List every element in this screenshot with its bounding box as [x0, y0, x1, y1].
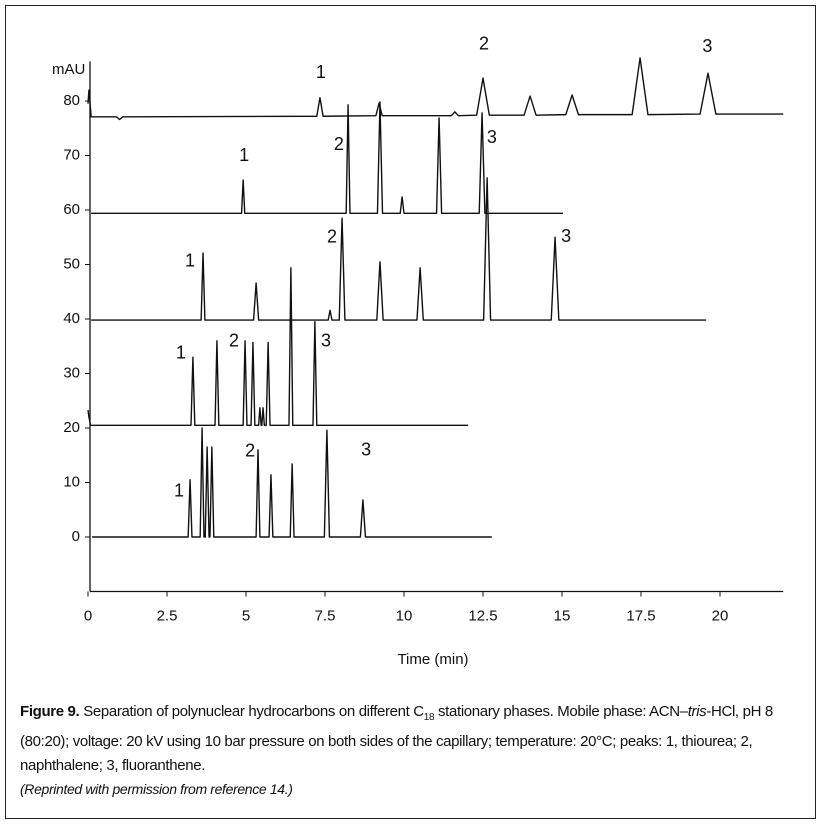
- chromatogram-trace: [91, 101, 563, 214]
- peak-label: 1: [316, 62, 326, 82]
- x-axis-label: Time (min): [397, 651, 468, 668]
- caption: Figure 9. Separation of polynuclear hydr…: [20, 700, 810, 800]
- y-tick-label: 20: [63, 419, 80, 436]
- x-tick-label: 10: [396, 607, 413, 624]
- caption-text: Separation of polynuclear hydrocarbons o…: [83, 703, 424, 720]
- peak-label: 2: [479, 34, 489, 54]
- y-tick-label: 50: [63, 255, 80, 272]
- peak-label: 2: [327, 227, 337, 247]
- x-tick-label: 5: [242, 607, 250, 624]
- figure-frame: [5, 5, 816, 819]
- peak-label: 3: [561, 226, 571, 246]
- caption-italic: tris: [687, 703, 707, 720]
- peak-label: 1: [185, 251, 195, 271]
- chart: mAU Time (min) 0 10 20 30 40 50 60 70 80 0 2.5 5 7.5…: [52, 34, 784, 668]
- y-tick-label: 80: [63, 92, 80, 109]
- caption-label: Figure 9.: [20, 703, 80, 720]
- caption-text: stationary phases. Mobile phase: ACN–: [434, 703, 688, 720]
- caption-credit: (Reprinted with permission from referenc…: [20, 781, 293, 797]
- caption-text: -HCl, pH 8 (80:20); voltage: 20 kV using…: [20, 703, 773, 774]
- x-tick-label: 7.5: [315, 607, 336, 624]
- y-axis-label: mAU: [52, 61, 85, 78]
- x-tick-label: 0: [84, 607, 92, 624]
- x-tick-label: 2.5: [157, 607, 178, 624]
- caption-subscript: 18: [423, 712, 435, 723]
- x-tick-label: 20: [712, 607, 729, 624]
- peak-label: 2: [229, 331, 239, 351]
- y-tick-label: 30: [63, 364, 80, 381]
- peak-label: 3: [487, 127, 497, 147]
- y-tick-label: 10: [63, 473, 80, 490]
- y-tick-label: 40: [63, 310, 80, 327]
- peak-label: 1: [174, 481, 184, 501]
- peak-label: 2: [245, 441, 255, 461]
- chromatogram-trace: [87, 57, 784, 121]
- chromatogram-trace: [92, 427, 492, 538]
- y-tick-label: 60: [63, 201, 80, 218]
- y-tick-label: 0: [72, 528, 80, 545]
- x-tick-label: 12.5: [468, 607, 497, 624]
- peak-label: 3: [702, 36, 712, 56]
- y-tick-label: 70: [63, 146, 80, 163]
- chromatogram-trace: [87, 267, 469, 426]
- peak-label: 1: [176, 343, 186, 363]
- peak-label: 1: [239, 145, 249, 165]
- peak-label: 2: [334, 134, 344, 154]
- peak-label: 3: [321, 331, 331, 351]
- chromatogram-trace: [91, 177, 707, 321]
- peak-label: 3: [361, 440, 371, 460]
- x-tick-label: 17.5: [626, 607, 655, 624]
- x-tick-label: 15: [554, 607, 571, 624]
